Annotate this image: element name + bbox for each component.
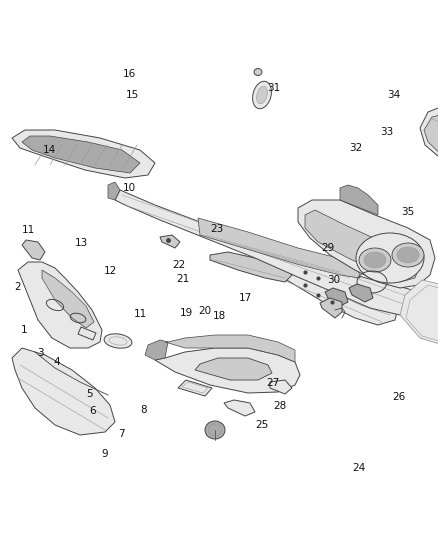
Ellipse shape <box>257 86 267 104</box>
Text: 15: 15 <box>126 90 139 100</box>
Ellipse shape <box>253 81 272 109</box>
Text: 21: 21 <box>177 274 190 284</box>
Polygon shape <box>178 380 212 396</box>
Polygon shape <box>18 262 102 348</box>
Text: 17: 17 <box>239 294 252 303</box>
Text: 8: 8 <box>140 405 147 415</box>
Text: 22: 22 <box>172 261 185 270</box>
Polygon shape <box>420 108 438 178</box>
Text: 30: 30 <box>327 275 340 285</box>
Text: 14: 14 <box>42 146 56 155</box>
Text: 23: 23 <box>210 224 223 234</box>
Polygon shape <box>108 182 120 200</box>
Polygon shape <box>349 284 373 302</box>
Text: 11: 11 <box>134 310 147 319</box>
Text: 4: 4 <box>53 358 60 367</box>
Text: 5: 5 <box>86 390 93 399</box>
Text: 34: 34 <box>388 90 401 100</box>
Polygon shape <box>340 185 378 215</box>
Polygon shape <box>160 235 180 248</box>
Polygon shape <box>115 190 422 315</box>
Polygon shape <box>268 258 398 325</box>
Polygon shape <box>12 348 115 435</box>
Text: 24: 24 <box>353 463 366 473</box>
Text: 18: 18 <box>213 311 226 320</box>
Polygon shape <box>224 400 255 416</box>
Text: 11: 11 <box>22 225 35 235</box>
Polygon shape <box>270 380 292 394</box>
Text: 25: 25 <box>255 421 268 430</box>
Ellipse shape <box>205 421 225 439</box>
Ellipse shape <box>359 248 391 272</box>
Polygon shape <box>145 340 168 360</box>
Text: 32: 32 <box>349 143 362 153</box>
Ellipse shape <box>356 233 424 283</box>
Polygon shape <box>400 280 438 350</box>
Text: 16: 16 <box>123 69 136 78</box>
Ellipse shape <box>104 334 132 348</box>
Text: 31: 31 <box>267 83 280 93</box>
Text: 33: 33 <box>380 127 393 137</box>
Text: 35: 35 <box>401 207 414 217</box>
Text: 9: 9 <box>101 449 108 459</box>
Polygon shape <box>155 348 300 393</box>
Polygon shape <box>12 130 155 178</box>
Text: 2: 2 <box>14 282 21 292</box>
Polygon shape <box>22 240 45 260</box>
Polygon shape <box>210 252 292 282</box>
Polygon shape <box>320 298 342 318</box>
Text: 6: 6 <box>89 407 96 416</box>
Text: 29: 29 <box>321 243 334 253</box>
Polygon shape <box>198 218 360 278</box>
Polygon shape <box>42 270 94 328</box>
Ellipse shape <box>397 247 419 263</box>
Text: 26: 26 <box>392 392 405 402</box>
Text: 28: 28 <box>274 401 287 411</box>
Text: 7: 7 <box>118 430 125 439</box>
Polygon shape <box>298 200 435 288</box>
Text: 1: 1 <box>21 326 28 335</box>
Polygon shape <box>195 358 272 380</box>
Polygon shape <box>325 288 348 306</box>
Text: 27: 27 <box>266 378 279 387</box>
Ellipse shape <box>392 243 424 267</box>
Text: 19: 19 <box>180 308 193 318</box>
Polygon shape <box>78 327 96 340</box>
Polygon shape <box>22 136 140 173</box>
Text: 3: 3 <box>37 349 44 358</box>
Text: 20: 20 <box>198 306 212 316</box>
Ellipse shape <box>254 69 262 76</box>
Text: 12: 12 <box>104 266 117 276</box>
Text: 10: 10 <box>123 183 136 192</box>
Ellipse shape <box>364 252 386 268</box>
Polygon shape <box>424 115 438 173</box>
Polygon shape <box>305 210 420 282</box>
Text: 13: 13 <box>74 238 88 247</box>
Polygon shape <box>165 335 295 362</box>
